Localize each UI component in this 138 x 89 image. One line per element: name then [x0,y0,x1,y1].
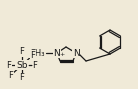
Text: F: F [33,61,37,70]
Text: F: F [9,70,13,79]
Text: CH₃: CH₃ [30,49,45,57]
Text: −: − [27,62,32,67]
Text: +: + [59,52,65,57]
Text: Sb: Sb [16,61,28,70]
Text: N: N [73,49,79,57]
Text: N: N [54,49,60,57]
Text: F: F [7,61,11,70]
Text: F: F [20,74,24,83]
Text: F: F [30,50,35,60]
Text: F: F [20,48,24,57]
